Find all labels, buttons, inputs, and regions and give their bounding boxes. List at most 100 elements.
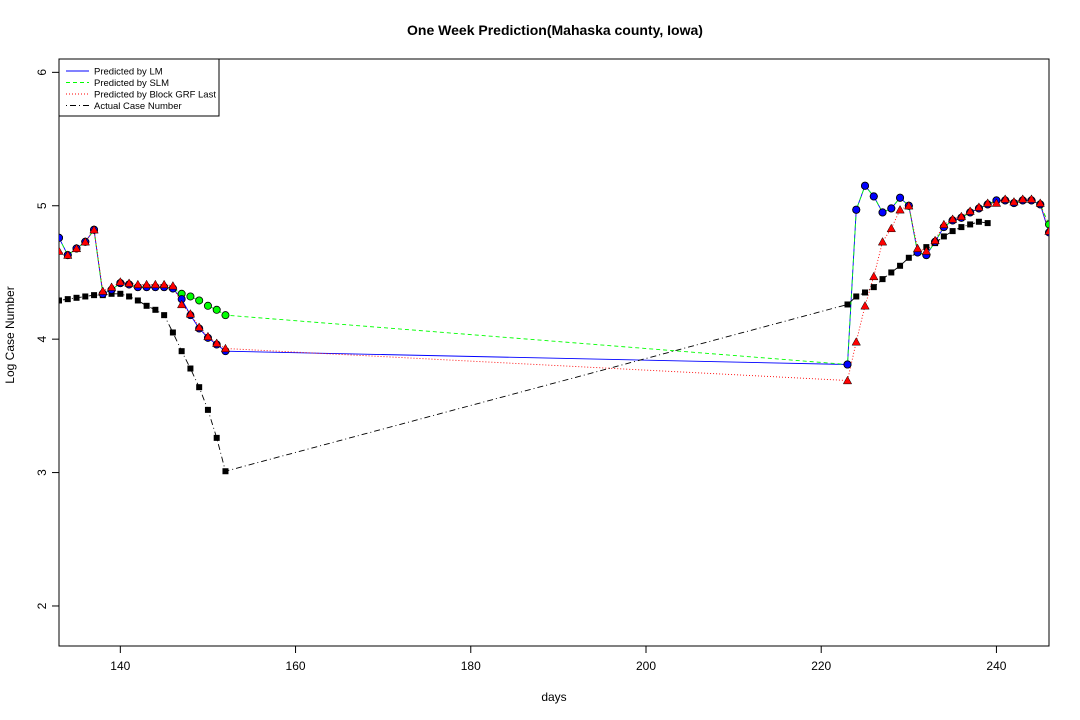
actual-point (958, 224, 965, 231)
legend-label-actual: Actual Case Number (94, 101, 182, 112)
legend-label-lm: Predicted by LM (94, 67, 163, 78)
y-tick-label: 2 (35, 602, 49, 609)
legend-label-grf: Predicted by Block GRF Last (94, 90, 216, 101)
grf-point (974, 202, 984, 211)
grf-point (1035, 198, 1045, 207)
slm-point (221, 311, 230, 320)
grf-point (869, 271, 879, 281)
actual-point (949, 228, 956, 235)
actual-point (143, 302, 150, 309)
actual-point (117, 290, 124, 297)
grf-point (168, 281, 178, 290)
actual-point (91, 292, 98, 299)
grf-point (63, 250, 73, 259)
grf-point (948, 214, 958, 223)
grf-point (965, 206, 975, 215)
grf-point (930, 235, 940, 245)
actual-point (169, 329, 176, 336)
slm-point (212, 305, 221, 314)
grf-point (912, 243, 923, 253)
grf-point (956, 211, 967, 221)
grf-point (1000, 194, 1010, 203)
slm-point (195, 296, 204, 305)
plot-frame (58, 58, 1050, 647)
grf-point (921, 246, 931, 255)
lm-point (843, 360, 852, 369)
grf-point (150, 279, 160, 289)
lm-point (878, 208, 887, 217)
y-tick-label: 4 (35, 336, 49, 343)
grf-point (991, 198, 1002, 207)
actual-point (870, 284, 877, 291)
grf-point (842, 375, 853, 385)
lm-point (59, 233, 63, 242)
y-axis-label: Log Case Number (3, 286, 17, 383)
grf-point (59, 246, 64, 255)
grf-point (133, 279, 143, 289)
actual-point (152, 306, 159, 313)
actual-point (967, 221, 974, 228)
x-tick-label: 220 (811, 659, 831, 673)
y-tick-label: 3 (35, 469, 49, 476)
actual-point (844, 301, 851, 308)
grf-point (177, 299, 187, 309)
actual-point (222, 468, 229, 475)
grf-point (983, 198, 993, 207)
actual-point (196, 384, 203, 391)
y-tick-label: 6 (35, 69, 49, 76)
actual-point (853, 293, 860, 300)
grf-point (106, 282, 117, 291)
lm-markers (59, 181, 1049, 369)
slm-point (1045, 220, 1049, 229)
x-tick-label: 160 (286, 659, 306, 673)
grf-point (895, 205, 905, 214)
grf-point (159, 279, 169, 289)
chart-title: One Week Prediction(Mahaska county, Iowa… (407, 22, 703, 38)
actual-point (888, 269, 895, 276)
grf-point (904, 201, 914, 210)
grf-point (124, 278, 134, 287)
grf-series-line (59, 198, 1049, 381)
series-layer (59, 181, 1049, 475)
grf-point (203, 331, 213, 341)
x-tick-label: 200 (636, 659, 656, 673)
grf-point (141, 279, 152, 289)
actual-point (975, 218, 982, 225)
y-tick-label: 5 (35, 202, 49, 209)
legend-label-slm: Predicted by SLM (94, 78, 169, 89)
actual-point (126, 293, 133, 300)
grf-point (80, 237, 90, 246)
x-axis-label: days (541, 690, 566, 704)
slm-point (203, 301, 212, 310)
actual-point (108, 290, 115, 297)
actual-point (897, 262, 904, 269)
grf-point (220, 343, 231, 353)
grf-point (212, 338, 222, 347)
lm-point (869, 192, 878, 201)
y-axis: 2 3 4 5 6 (35, 69, 60, 609)
lm-point (887, 204, 896, 213)
actual-markers (59, 218, 991, 475)
grf-point (1044, 226, 1049, 235)
lm-point (861, 181, 870, 190)
slm-point (186, 292, 195, 301)
actual-point (161, 312, 168, 319)
grf-point (89, 225, 99, 234)
plot-area (59, 181, 1049, 475)
actual-point (64, 296, 71, 303)
actual-point (984, 220, 991, 227)
grf-point (1018, 194, 1028, 203)
grf-point (98, 286, 108, 295)
actual-point (187, 365, 194, 372)
actual-point (905, 254, 912, 261)
x-tick-label: 240 (986, 659, 1006, 673)
x-tick-label: 140 (110, 659, 130, 673)
x-axis: 140 160 180 200 220 240 (110, 645, 1007, 673)
actual-point (213, 434, 220, 441)
grf-point (115, 277, 125, 286)
grf-markers (59, 194, 1049, 385)
actual-point (940, 233, 947, 240)
grf-point (851, 337, 861, 346)
actual-point (862, 289, 869, 296)
